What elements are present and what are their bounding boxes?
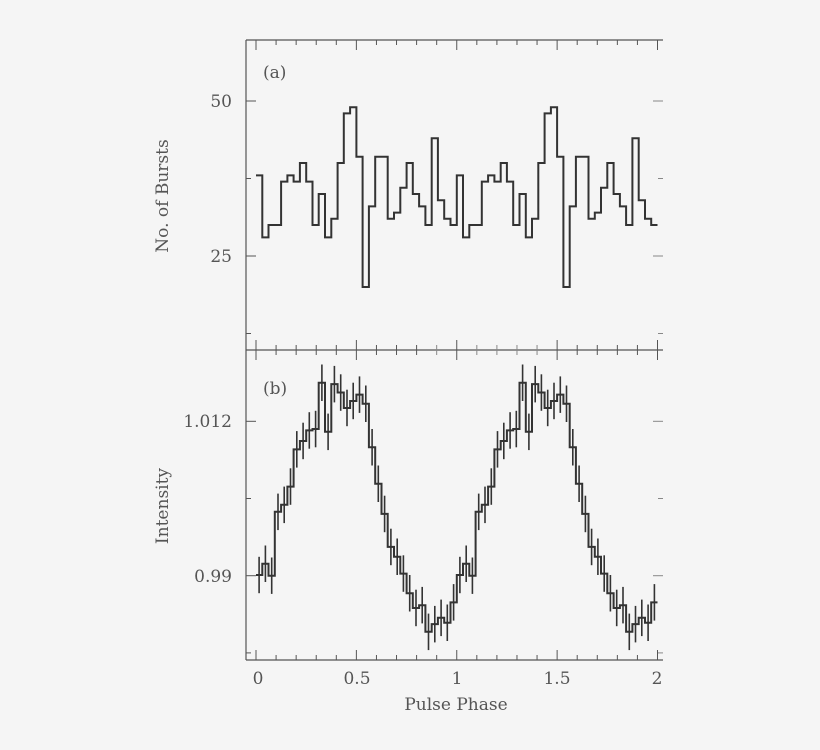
panel-a-label: (a)	[263, 63, 286, 83]
x-tick-label-2: 2	[652, 669, 663, 689]
plot-frame	[245, 39, 663, 661]
intensity-profile-histogram	[256, 381, 658, 633]
top-y-tick-label-25: 25	[210, 247, 232, 267]
bottom-y-axis-title: Intensity	[153, 468, 173, 544]
top-y-axis-title: No. of Bursts	[153, 139, 173, 252]
panel-b-label: (b)	[263, 379, 287, 399]
bottom-y-tick-label-099: 0.99	[194, 567, 232, 587]
burst-count-histogram	[256, 106, 658, 288]
axis-ticks	[246, 40, 663, 660]
x-tick-label-1: 1	[452, 669, 463, 689]
bottom-y-tick-label-1012: 1.012	[183, 412, 232, 432]
x-tick-label-0: 0	[253, 669, 264, 689]
top-y-tick-label-50: 50	[210, 92, 232, 112]
x-tick-label-1-5: 1.5	[543, 669, 570, 689]
x-axis-title: Pulse Phase	[404, 695, 507, 715]
x-tick-label-0-5: 0.5	[343, 669, 370, 689]
